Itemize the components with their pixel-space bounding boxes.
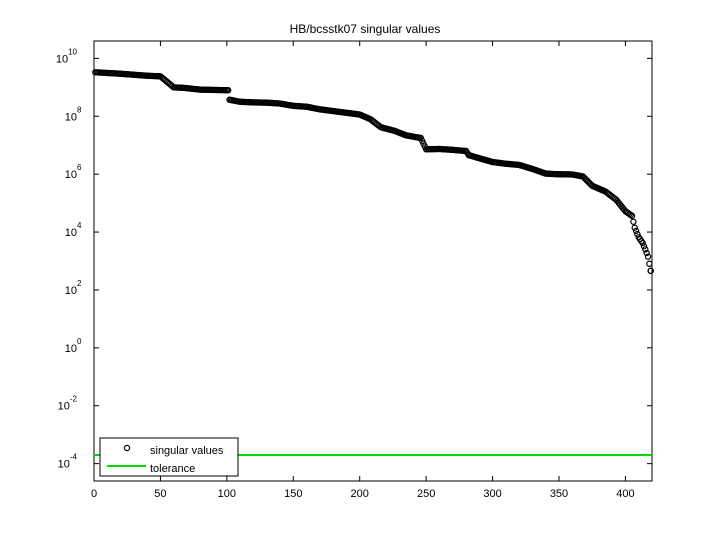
data-point: [631, 224, 638, 231]
data-point: [628, 212, 636, 220]
y-tick-label: 10-4: [58, 453, 78, 471]
x-tick-label: 350: [550, 488, 568, 500]
data-point: [640, 243, 648, 250]
x-tick-label: 150: [284, 488, 302, 500]
data-point: [630, 218, 637, 225]
y-tick-label: 104: [65, 221, 82, 239]
chart-title: HB/bcsstk07 singular values: [290, 22, 441, 36]
x-tick-label: 250: [417, 488, 435, 500]
x-tick-label: 200: [351, 488, 369, 500]
y-tick-label: 106: [65, 163, 82, 181]
singular-values-series: [92, 69, 654, 275]
legend-box: [99, 437, 239, 477]
x-tick-label: 50: [154, 488, 166, 500]
plot-area: [93, 40, 653, 482]
legend-label-singular-values: singular values: [150, 445, 224, 457]
y-tick-label: 1010: [56, 47, 78, 65]
y-tick-label: 108: [65, 105, 82, 123]
data-point: [642, 246, 649, 253]
legend: singular values tolerance: [99, 437, 239, 477]
x-tick-label: 300: [483, 488, 501, 500]
x-tick-label: 0: [91, 488, 97, 500]
y-tick-label: 100: [65, 337, 82, 355]
data-point: [634, 230, 641, 238]
data-point: [643, 249, 650, 257]
y-tick-label: 102: [65, 279, 82, 297]
data-point: [632, 227, 640, 235]
legend-label-tolerance: tolerance: [150, 463, 195, 475]
data-point: [647, 267, 654, 275]
legend-marker-singular-values: [123, 444, 131, 452]
data-point: [646, 260, 653, 267]
data-point: [639, 239, 646, 247]
data-point: [644, 253, 652, 260]
y-axis: 10-4 10-2 100 102 104 106 108 1010: [56, 47, 652, 471]
data-point: [224, 87, 232, 94]
x-tick-label: 100: [218, 488, 236, 500]
y-tick-label: 10-2: [58, 395, 78, 413]
x-axis: 0 50 100 150 200 250 300 350 400: [91, 41, 635, 500]
x-tick-label: 400: [616, 488, 634, 500]
